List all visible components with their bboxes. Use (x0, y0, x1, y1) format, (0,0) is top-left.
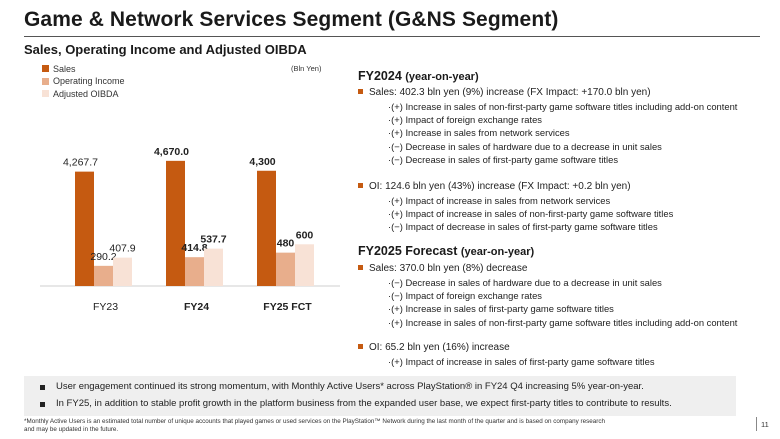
list-item: ·(+) Increase in sales of non-first-part… (388, 316, 738, 328)
bar-adjusted-oibda-2 (295, 244, 314, 286)
chart-legend: Sales Operating Income Adjusted OIBDA (42, 63, 125, 101)
note-bullet-icon (40, 385, 45, 390)
fy2024-sales-line: Sales: 402.3 bln yen (9%) increase (FX I… (358, 87, 651, 98)
list-item: ·(+) Increase in sales from network serv… (388, 127, 570, 139)
data-label: 600 (296, 229, 314, 241)
list-item: ·(+) Impact of increase in sales of firs… (388, 356, 655, 367)
category-label: FY24 (184, 301, 209, 313)
fy2025-oi-line: OI: 65.2 bln yen (16%) increase (358, 342, 510, 353)
data-label: 4,300 (249, 156, 275, 168)
footnote-line-2: and may be updated in the future. (24, 426, 119, 433)
bullet-square-icon (358, 344, 363, 349)
legend-item-adjusted-oibda: Adjusted OIBDA (42, 88, 125, 99)
fy2025-heading-paren: (year-on-year) (460, 246, 535, 258)
data-label: 537.7 (200, 234, 226, 246)
bullet-square-icon (358, 183, 363, 188)
list-item: ·(−) Impact of foreign exchange rates (388, 290, 542, 302)
bar-operating-income-1 (185, 257, 204, 286)
footnote-line-1: *Monthly Active Users is an estimated to… (24, 418, 606, 425)
fy2024-heading-text: FY2024 (358, 69, 402, 83)
fy2024-heading-paren: (year-on-year) (405, 71, 479, 83)
note-2: In FY25, in addition to stable profit gr… (56, 398, 672, 409)
legend-label-sales: Sales (53, 63, 76, 74)
data-label: 480 (277, 238, 295, 250)
fy2025-sales-line: Sales: 370.0 bln yen (8%) decrease (358, 263, 527, 274)
fy2024-oi-line: OI: 124.6 bln yen (43%) increase (FX Imp… (358, 181, 631, 192)
bar-operating-income-0 (94, 265, 113, 286)
bar-adjusted-oibda-1 (204, 248, 223, 286)
list-item: ·(+) Impact of increase in sales of non-… (388, 208, 674, 220)
bar-adjusted-oibda-0 (113, 257, 132, 286)
unit-label: (Bln Yen) (291, 64, 322, 73)
fy2024-heading: FY2024 (year-on-year) (358, 69, 479, 83)
legend-item-sales: Sales (42, 63, 125, 74)
legend-swatch-sales (42, 65, 49, 72)
bar-sales-2 (257, 170, 276, 286)
notes-box (24, 376, 736, 416)
bullet-square-icon (358, 265, 363, 270)
bullet-square-icon (358, 89, 363, 94)
legend-label-operating-income: Operating Income (53, 76, 125, 86)
note-bullet-icon (40, 402, 45, 407)
page-title: Game & Network Services Segment (G&NS Se… (24, 8, 559, 31)
chart-title: Sales, Operating Income and Adjusted OIB… (24, 42, 307, 57)
list-item: ·(−) Decrease in sales of hardware due t… (388, 277, 662, 288)
list-item: ·(+) Impact of increase in sales from ne… (388, 195, 611, 206)
category-label: FY25 FCT (263, 301, 312, 313)
fy2024-sales-text: Sales: 402.3 bln yen (9%) increase (FX I… (369, 87, 651, 98)
fy2025-oi-text: OI: 65.2 bln yen (16%) increase (369, 342, 510, 353)
list-item: ·(+) Increase in sales of non-first-part… (388, 101, 738, 112)
fy2024-oi-text: OI: 124.6 bln yen (43%) increase (FX Imp… (369, 181, 631, 192)
bar-sales-1 (166, 160, 185, 286)
page-number-divider (756, 417, 757, 431)
footnote: *Monthly Active Users is an estimated to… (24, 418, 744, 434)
legend-label-adjusted-oibda: Adjusted OIBDA (53, 88, 119, 99)
data-label: 4,267.7 (63, 157, 98, 169)
note-1: User engagement continued its strong mom… (56, 381, 644, 392)
category-label: FY23 (93, 301, 118, 313)
list-item: ·(−) Decrease in sales of hardware due t… (388, 140, 662, 152)
title-divider (24, 36, 760, 37)
list-item: ·(+) Impact of foreign exchange rates (388, 114, 542, 126)
list-item: ·(−) Decrease in sales of first-party ga… (388, 153, 619, 165)
fy2025-heading-text: FY2025 Forecast (358, 244, 458, 258)
fy2025-sales-text: Sales: 370.0 bln yen (8%) decrease (369, 263, 528, 274)
page-number: 11 (761, 420, 769, 429)
list-item: ·(+) Increase in sales of first-party ga… (388, 303, 614, 315)
legend-item-operating-income: Operating Income (42, 76, 125, 87)
bar-sales-0 (75, 171, 94, 286)
fy2025-heading: FY2025 Forecast (year-on-year) (358, 244, 534, 258)
data-label: 4,670.0 (154, 146, 189, 158)
bar-operating-income-2 (276, 252, 295, 286)
data-label: 290.2 (90, 251, 116, 263)
legend-swatch-operating-income (42, 77, 49, 85)
data-label: 407.9 (109, 243, 135, 255)
list-item: ·(−) Impact of decrease in sales of firs… (388, 221, 658, 233)
legend-swatch-adjusted-oibda (42, 90, 49, 97)
data-label: 414.8 (181, 242, 207, 254)
